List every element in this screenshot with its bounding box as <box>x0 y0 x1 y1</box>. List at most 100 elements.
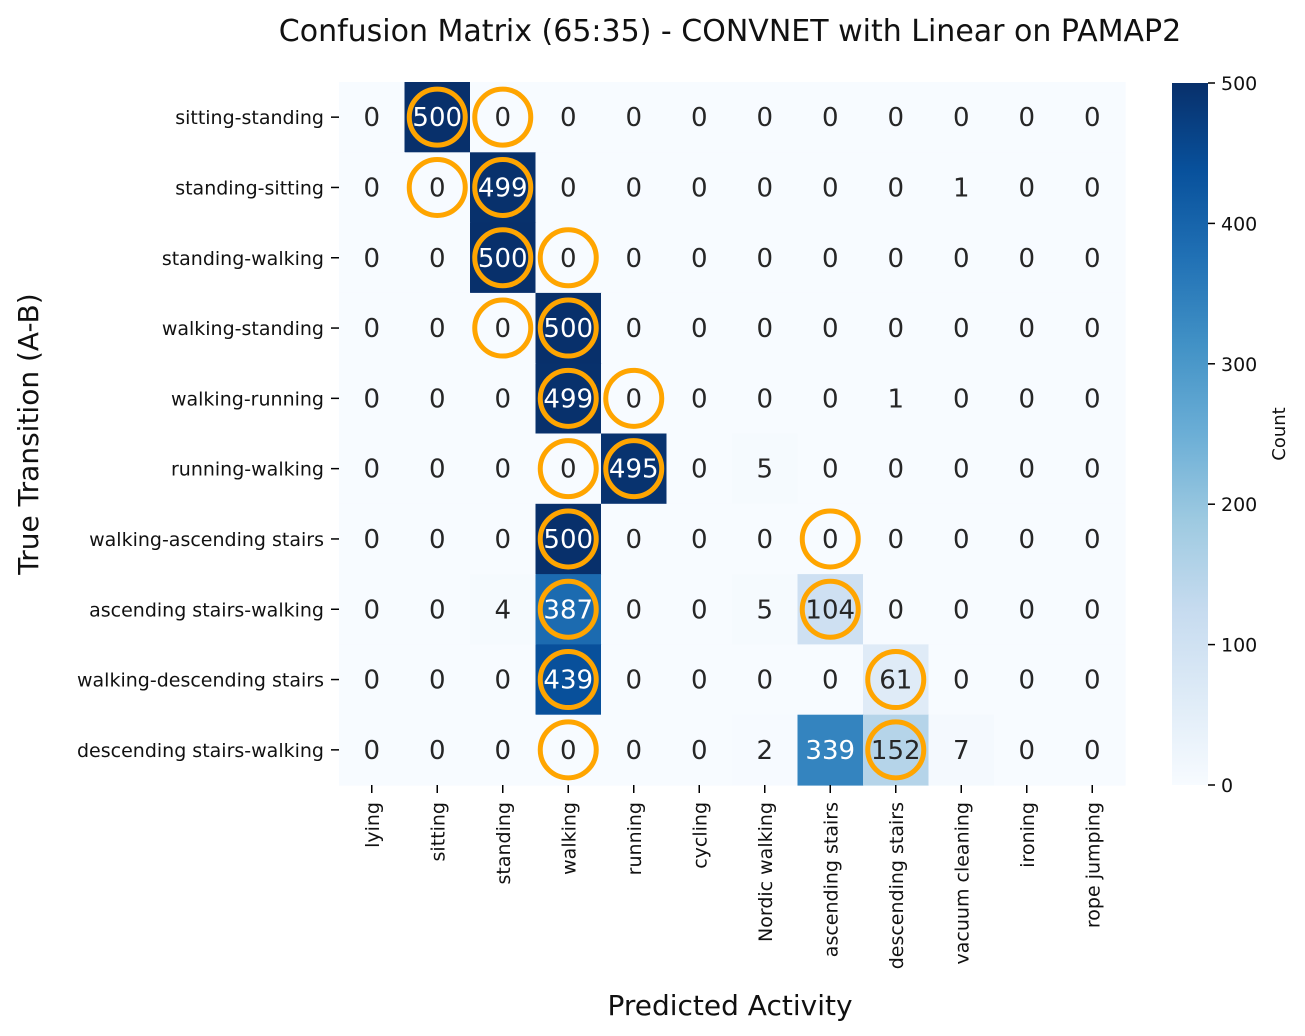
y-axis-label: True Transition (A-B) <box>12 293 45 575</box>
cell-value-label: 0 <box>494 525 511 555</box>
heatmap-cell <box>863 574 930 645</box>
heatmap-cell <box>339 574 406 645</box>
cell-value-label: 0 <box>560 736 577 766</box>
heatmap-cell <box>535 503 602 575</box>
row-tick-label: walking-ascending stairs <box>89 529 324 551</box>
cell-value-label: 0 <box>494 736 511 766</box>
heatmap-cell <box>994 152 1061 224</box>
heatmap-cell <box>404 363 471 435</box>
row-tick-label: standing-walking <box>162 248 324 270</box>
heatmap-cell <box>470 433 537 505</box>
cell-value-label: 0 <box>625 314 642 344</box>
cell-value-label: 0 <box>691 525 708 555</box>
highlight-circle <box>537 508 599 570</box>
heatmap-cell <box>601 82 668 153</box>
heatmap-cell <box>994 292 1061 364</box>
cell-value-label: 0 <box>756 384 773 414</box>
heatmap-cell <box>797 82 864 153</box>
heatmap-cell <box>339 503 406 575</box>
cell-value-label: 0 <box>1084 455 1101 485</box>
x-axis-label: Predicted Activity <box>607 989 852 1022</box>
cell-value-label: 0 <box>822 384 839 414</box>
heatmap-cell <box>732 574 799 645</box>
cell-value-label: 0 <box>691 595 708 625</box>
cell-value-label: 0 <box>1084 384 1101 414</box>
heatmap-cell <box>797 433 864 505</box>
chart-title: Confusion Matrix (65:35) - CONVNET with … <box>279 14 1181 49</box>
cell-value-label: 0 <box>953 103 970 133</box>
cell-value-label: 0 <box>494 455 511 485</box>
highlight-circle <box>603 438 665 500</box>
cell-value-label: 0 <box>363 384 380 414</box>
heatmap-cell <box>1059 574 1126 645</box>
cell-value-label: 500 <box>478 244 528 274</box>
heatmap-cell <box>928 714 995 786</box>
cell-value-label: 500 <box>412 103 462 133</box>
cell-value-label: 0 <box>363 595 380 625</box>
colorbar-ticks: 0 100 200 300 400 500 <box>1208 73 1257 797</box>
cell-value-label: 4 <box>494 595 511 625</box>
highlight-circle <box>472 156 534 218</box>
heatmap-cell <box>994 222 1061 294</box>
heatmap-cell <box>863 714 930 786</box>
cell-value-label: 0 <box>691 455 708 485</box>
heatmap-cell <box>732 222 799 294</box>
heatmap-cell <box>666 82 733 153</box>
column-tick-label: cycling <box>689 802 711 869</box>
colorbar <box>1172 83 1208 785</box>
heatmap-cell <box>404 644 471 716</box>
cell-value-label: 0 <box>560 103 577 133</box>
cell-value-label: 0 <box>691 736 708 766</box>
cell-value-label: 0 <box>1084 736 1101 766</box>
colorbar-tick-label: 300 <box>1221 354 1257 376</box>
cell-value-label: 0 <box>1018 314 1035 344</box>
heatmap-cell <box>732 152 799 224</box>
cell-value-label: 0 <box>953 314 970 344</box>
heatmap-cell <box>404 433 471 505</box>
heatmap-cell <box>666 433 733 505</box>
cell-value-label: 0 <box>953 384 970 414</box>
cell-value-label: 0 <box>363 314 380 344</box>
heatmap-cell <box>535 82 602 153</box>
highlight-circle <box>537 297 599 359</box>
heatmap-cell <box>797 714 864 786</box>
heatmap-cell <box>470 363 537 435</box>
cell-value-label: 0 <box>1084 666 1101 696</box>
cell-value-label: 0 <box>1084 244 1101 274</box>
cell-value-label: 0 <box>953 525 970 555</box>
heatmap-cell <box>666 222 733 294</box>
highlight-circle <box>799 578 861 640</box>
heatmap-cell <box>535 714 602 786</box>
heatmap-cell <box>1059 222 1126 294</box>
cell-value-label: 0 <box>363 455 380 485</box>
heatmap-cell <box>928 222 995 294</box>
heatmap-cell <box>797 644 864 716</box>
cell-value-label: 499 <box>543 384 593 414</box>
cell-value-label: 0 <box>363 173 380 203</box>
cell-value-label: 7 <box>953 736 970 766</box>
heatmap-cell <box>863 433 930 505</box>
cell-value-label: 0 <box>953 244 970 274</box>
cell-value-label: 0 <box>887 173 904 203</box>
heatmap-cell <box>1059 292 1126 364</box>
cell-value-label: 0 <box>1018 173 1035 203</box>
heatmap-cell <box>928 433 995 505</box>
cell-value-label: 0 <box>887 103 904 133</box>
column-tick-label: running <box>624 802 646 875</box>
cell-value-label: 0 <box>1018 103 1035 133</box>
heatmap-cell <box>732 503 799 575</box>
cell-value-label: 0 <box>887 314 904 344</box>
cell-value-label: 0 <box>625 736 642 766</box>
heatmap-cell <box>863 363 930 435</box>
heatmap-cell <box>470 82 537 153</box>
heatmap-cell <box>404 714 471 786</box>
cell-value-label: 0 <box>691 666 708 696</box>
heatmap-cell <box>535 152 602 224</box>
heatmap-cell <box>994 433 1061 505</box>
colorbar-tick-label: 100 <box>1221 635 1257 657</box>
heatmap-cell <box>339 714 406 786</box>
heatmap-cell <box>928 503 995 575</box>
cell-value-label: 0 <box>429 525 446 555</box>
heatmap-cell <box>994 82 1061 153</box>
highlight-circle <box>406 156 468 218</box>
